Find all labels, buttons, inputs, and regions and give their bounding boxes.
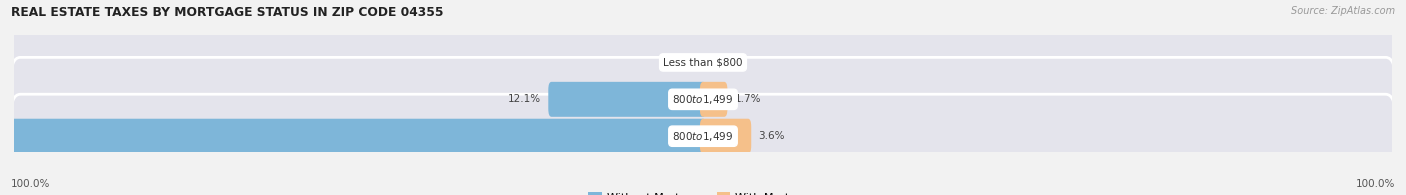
FancyBboxPatch shape — [548, 82, 706, 117]
Text: 100.0%: 100.0% — [1355, 179, 1395, 189]
Text: 3.6%: 3.6% — [758, 131, 785, 141]
FancyBboxPatch shape — [0, 119, 706, 154]
Text: 0.0%: 0.0% — [664, 58, 690, 67]
Legend: Without Mortgage, With Mortgage: Without Mortgage, With Mortgage — [583, 188, 823, 195]
FancyBboxPatch shape — [10, 20, 1396, 104]
Text: 1.7%: 1.7% — [734, 94, 761, 104]
Text: REAL ESTATE TAXES BY MORTGAGE STATUS IN ZIP CODE 04355: REAL ESTATE TAXES BY MORTGAGE STATUS IN … — [11, 6, 444, 19]
Text: Source: ZipAtlas.com: Source: ZipAtlas.com — [1291, 6, 1395, 16]
Text: 100.0%: 100.0% — [11, 179, 51, 189]
FancyBboxPatch shape — [700, 82, 727, 117]
FancyBboxPatch shape — [10, 94, 1396, 178]
FancyBboxPatch shape — [10, 57, 1396, 141]
Text: 0.0%: 0.0% — [716, 58, 742, 67]
Text: Less than $800: Less than $800 — [664, 58, 742, 67]
FancyBboxPatch shape — [700, 119, 751, 154]
Text: 12.1%: 12.1% — [509, 94, 541, 104]
Text: $800 to $1,499: $800 to $1,499 — [672, 130, 734, 143]
Text: $800 to $1,499: $800 to $1,499 — [672, 93, 734, 106]
